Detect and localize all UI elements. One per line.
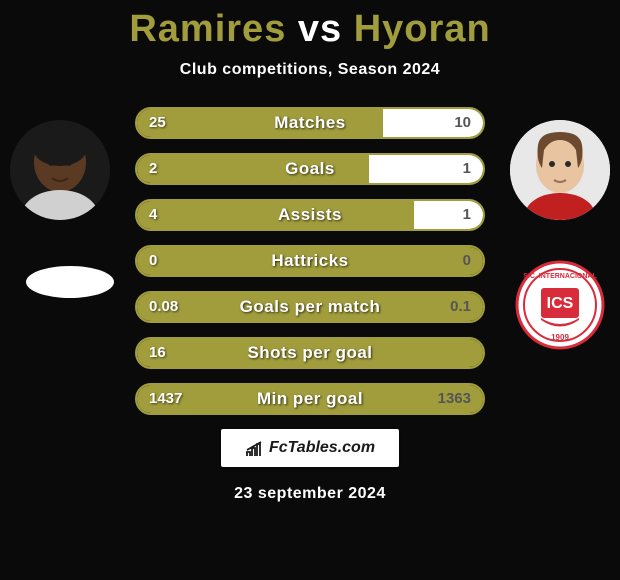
stat-label: Shots per goal xyxy=(137,339,483,367)
player1-club-badge xyxy=(25,255,115,310)
stats-bars: 25Matches10 2Goals1 4Assists1 0Hattricks0 0.… xyxy=(135,107,485,415)
source-badge[interactable]: FcTables.com xyxy=(221,429,399,467)
stat-value-right: 1 xyxy=(463,201,471,229)
svg-text:1909: 1909 xyxy=(551,333,569,342)
player1-name: Ramires xyxy=(129,8,286,50)
player2-name: Hyoran xyxy=(354,8,491,50)
date-text: 23 september 2024 xyxy=(0,485,620,503)
stat-label: Matches xyxy=(137,109,483,137)
player2-avatar xyxy=(510,120,610,220)
stat-row: 2Goals1 xyxy=(135,153,485,185)
stat-value-right: 1363 xyxy=(438,385,471,413)
stat-value-right: 10 xyxy=(454,109,471,137)
stat-label: Assists xyxy=(137,201,483,229)
chart-icon xyxy=(245,438,265,458)
comparison-title: Ramires vs Hyoran xyxy=(0,0,620,51)
stat-value-right: 0 xyxy=(463,247,471,275)
stat-value-right: 0.1 xyxy=(450,293,471,321)
stat-row: 0Hattricks0 xyxy=(135,245,485,277)
subtitle: Club competitions, Season 2024 xyxy=(0,61,620,79)
stat-label: Goals per match xyxy=(137,293,483,321)
stat-row: 25Matches10 xyxy=(135,107,485,139)
player2-club-badge: S.C. INTERNACIONAL ICS 1909 xyxy=(515,260,605,350)
stat-value-right: 1 xyxy=(463,155,471,183)
stat-row: 0.08Goals per match0.1 xyxy=(135,291,485,323)
stat-label: Goals xyxy=(137,155,483,183)
stat-label: Min per goal xyxy=(137,385,483,413)
player1-avatar xyxy=(10,120,110,220)
stat-row: 16Shots per goal xyxy=(135,337,485,369)
source-badge-text: FcTables.com xyxy=(269,439,375,457)
vs-text: vs xyxy=(298,8,342,50)
svg-text:ICS: ICS xyxy=(547,295,574,312)
stat-row: 4Assists1 xyxy=(135,199,485,231)
svg-text:S.C. INTERNACIONAL: S.C. INTERNACIONAL xyxy=(523,273,597,280)
stat-label: Hattricks xyxy=(137,247,483,275)
stat-row: 1437Min per goal1363 xyxy=(135,383,485,415)
